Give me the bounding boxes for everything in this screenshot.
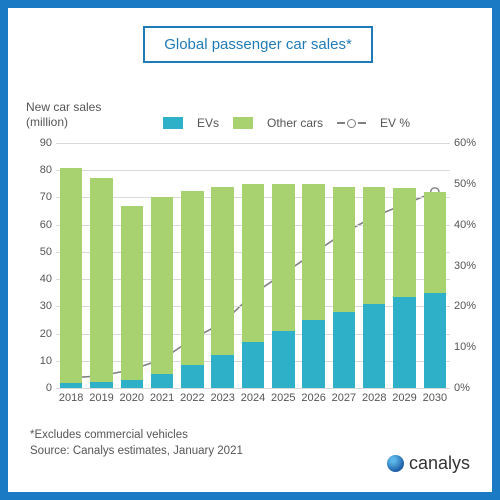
ytick-left: 40 [40,273,52,285]
ytick-right: 20% [454,300,476,312]
xtick-label: 2029 [392,392,416,404]
bar-group [211,187,233,388]
legend-label-other: Other cars [267,116,323,130]
xtick-label: 2028 [362,392,386,404]
bar-ev [211,355,233,388]
xtick-label: 2027 [332,392,356,404]
chart-title-box: Global passenger car sales* [143,26,373,63]
plot-area: 01020304050607080900%10%20%30%40%50%60%2… [56,143,450,388]
ytick-right: 60% [454,137,476,149]
bar-other [90,178,112,382]
ytick-left: 10 [40,355,52,367]
legend-label-evpct: EV % [380,116,410,130]
xtick-label: 2030 [423,392,447,404]
bar-ev [121,380,143,388]
globe-icon [387,455,404,472]
bar-group [121,206,143,388]
legend: EVs Other cars EV % [163,116,410,130]
bar-group [363,187,385,388]
bar-other [242,184,264,342]
gridline [56,143,450,144]
bar-group [333,187,355,388]
legend-swatch-evs [163,117,183,129]
bar-ev [151,374,173,388]
y-axis-label: New car sales(million) [26,100,101,130]
chart-frame: Global passenger car sales* New car sale… [8,8,492,492]
bar-group [424,192,446,388]
bar-group [242,184,264,388]
bar-ev [424,293,446,388]
bar-group [272,184,294,388]
footnote-line1: *Excludes commercial vehicles [30,428,243,444]
y-axis-label-text: New car sales(million) [26,100,101,129]
xtick-label: 2024 [241,392,265,404]
chart-title: Global passenger car sales* [164,36,352,53]
bar-ev [333,312,355,388]
bar-other [121,206,143,380]
ytick-left: 80 [40,164,52,176]
gridline [56,170,450,171]
bar-ev [90,382,112,388]
xtick-label: 2026 [301,392,325,404]
bar-ev [272,331,294,388]
bar-group [181,191,203,388]
logo-text: canalys [409,453,470,474]
ytick-left: 20 [40,328,52,340]
bar-other [272,184,294,331]
bar-other [363,187,385,304]
legend-swatch-other [233,117,253,129]
bar-group [302,184,324,388]
ytick-right: 50% [454,178,476,190]
gridline [56,388,450,389]
bar-other [211,187,233,356]
bar-ev [242,342,264,388]
bar-ev [363,304,385,388]
ytick-left: 90 [40,137,52,149]
ytick-right: 30% [454,260,476,272]
xtick-label: 2021 [150,392,174,404]
bar-group [393,188,415,388]
xtick-label: 2025 [271,392,295,404]
ytick-right: 10% [454,341,476,353]
bar-ev [181,365,203,388]
bar-ev [393,297,415,388]
bar-other [424,192,446,293]
ytick-left: 0 [46,382,52,394]
bar-other [302,184,324,320]
bar-ev [302,320,324,388]
bar-group [90,178,112,388]
ytick-right: 0% [454,382,470,394]
bar-ev [60,383,82,388]
ytick-right: 40% [454,219,476,231]
legend-label-evs: EVs [197,116,219,130]
xtick-label: 2020 [120,392,144,404]
bar-other [151,197,173,374]
footnote-line2: Source: Canalys estimates, January 2021 [30,444,243,460]
footnote: *Excludes commercial vehicles Source: Ca… [30,428,243,459]
bar-group [60,168,82,389]
bar-other [181,191,203,365]
ytick-left: 50 [40,246,52,258]
xtick-label: 2018 [59,392,83,404]
ytick-left: 30 [40,300,52,312]
xtick-label: 2022 [180,392,204,404]
xtick-label: 2023 [210,392,234,404]
ytick-left: 70 [40,191,52,203]
bar-group [151,197,173,388]
bar-other [60,168,82,383]
legend-marker-evpct [337,119,366,128]
ytick-left: 60 [40,219,52,231]
bar-other [333,187,355,312]
bar-other [393,188,415,297]
canalys-logo: canalys [387,453,470,474]
xtick-label: 2019 [89,392,113,404]
